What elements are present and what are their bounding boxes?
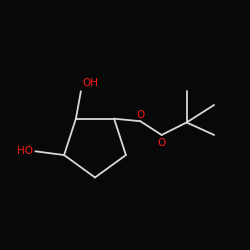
Text: OH: OH — [82, 78, 98, 88]
Text: HO: HO — [17, 146, 33, 156]
Text: O: O — [137, 110, 145, 120]
Text: O: O — [158, 138, 166, 148]
